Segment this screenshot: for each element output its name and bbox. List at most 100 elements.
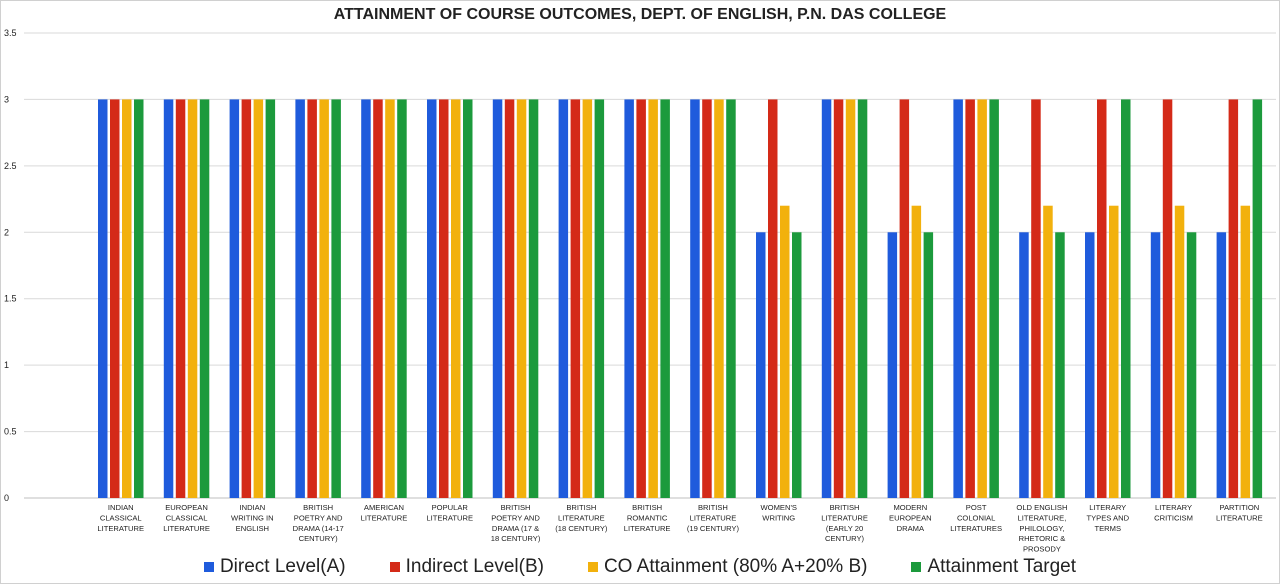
legend-item: Indirect Level(B) bbox=[389, 556, 544, 578]
bar bbox=[199, 99, 210, 498]
bar bbox=[923, 232, 934, 499]
x-tick-label: INDIAN WRITING IN ENGLISH bbox=[231, 503, 274, 533]
y-tick-label: 3.5 bbox=[4, 28, 17, 38]
bar bbox=[492, 99, 503, 498]
bar bbox=[175, 99, 186, 498]
bar bbox=[624, 99, 634, 498]
bar bbox=[965, 99, 975, 498]
y-tick-label: 1.5 bbox=[4, 294, 17, 304]
bar bbox=[1216, 232, 1227, 499]
bar bbox=[163, 99, 174, 498]
y-tick-label: 3 bbox=[4, 94, 9, 104]
bar bbox=[690, 99, 700, 498]
bar bbox=[1043, 205, 1053, 498]
bar bbox=[516, 99, 527, 498]
bar bbox=[134, 99, 144, 498]
legend-swatch bbox=[911, 562, 922, 572]
bar bbox=[397, 99, 407, 498]
legend-label: Indirect Level(B) bbox=[405, 556, 544, 577]
bar bbox=[241, 99, 252, 498]
bar bbox=[98, 99, 108, 498]
bar bbox=[821, 99, 832, 498]
bar bbox=[122, 99, 132, 498]
bar bbox=[1019, 232, 1029, 499]
bar bbox=[570, 99, 581, 498]
y-tick-label: 2 bbox=[4, 227, 9, 237]
bar bbox=[319, 99, 329, 498]
bar bbox=[1031, 99, 1041, 498]
x-tick-label: POST COLONIAL LITERATURES bbox=[950, 503, 1002, 533]
y-tick-label: 0 bbox=[4, 493, 9, 503]
x-tick-label: OLD ENGLISH LITERATURE, PHILOLOGY, RHETORIC… bbox=[1016, 503, 1067, 554]
x-tick-label: WOMEN'S WRITING bbox=[761, 503, 797, 522]
bar bbox=[451, 99, 461, 498]
bar bbox=[582, 99, 593, 498]
bar bbox=[953, 99, 963, 498]
legend-label: Direct Level(A) bbox=[219, 556, 346, 577]
x-tick-label: LITERARY CRITICISM bbox=[1154, 503, 1193, 522]
legend-item: CO Attainment (80% A+20% B) bbox=[587, 556, 868, 578]
bar bbox=[253, 99, 264, 498]
bar bbox=[702, 99, 712, 498]
bar bbox=[1150, 232, 1161, 499]
bar bbox=[911, 205, 922, 498]
legend-swatch bbox=[587, 562, 598, 572]
bar bbox=[1162, 99, 1173, 498]
bar bbox=[229, 99, 240, 498]
x-tick-label: BRITISH LITERATURE (19 CENTURY) bbox=[687, 503, 740, 533]
x-tick-label: BRITISH LITERATURE (EARLY 20 CENTURY) bbox=[821, 503, 868, 543]
legend-swatch bbox=[389, 562, 400, 572]
x-tick-label: PARTITION LITERATURE bbox=[1216, 503, 1263, 522]
x-tick-label: EUROPEAN CLASSICAL LITERATURE bbox=[163, 503, 210, 533]
bar bbox=[1109, 205, 1119, 498]
bar bbox=[265, 99, 276, 498]
bar bbox=[756, 232, 766, 499]
bar bbox=[1186, 232, 1197, 499]
bar bbox=[373, 99, 383, 498]
bar bbox=[558, 99, 569, 498]
bar bbox=[110, 99, 120, 498]
y-tick-label: 2.5 bbox=[4, 161, 17, 171]
bar bbox=[361, 99, 371, 498]
bar bbox=[1097, 99, 1107, 498]
y-tick-label: 1 bbox=[4, 360, 9, 370]
legend-label: Attainment Target bbox=[927, 556, 1077, 577]
bar bbox=[1240, 205, 1251, 498]
x-tick-label: POPULAR LITERATURE bbox=[426, 503, 473, 522]
bar bbox=[439, 99, 449, 498]
bar bbox=[1228, 99, 1239, 498]
x-tick-label: AMERICAN LITERATURE bbox=[361, 503, 408, 522]
bar bbox=[427, 99, 437, 498]
x-tick-label: BRITISH POETRY AND DRAMA (17 & 18 CENTURY) bbox=[491, 503, 541, 543]
bar bbox=[833, 99, 844, 498]
bar bbox=[660, 99, 670, 498]
bar bbox=[1174, 205, 1185, 498]
bar bbox=[977, 99, 987, 498]
bar bbox=[594, 99, 605, 498]
bar bbox=[857, 99, 868, 498]
bar bbox=[528, 99, 539, 498]
bar bbox=[1121, 99, 1131, 498]
bar bbox=[463, 99, 473, 498]
chart-legend: Direct Level(A) Indirect Level(B) CO Attai… bbox=[0, 556, 1280, 578]
chart-title: ATTAINMENT OF COURSE OUTCOMES, DEPT. OF … bbox=[333, 6, 947, 23]
x-tick-label: INDIAN CLASSICAL LITERATURE bbox=[97, 503, 144, 533]
bar bbox=[648, 99, 658, 498]
legend-item: Direct Level(A) bbox=[203, 556, 346, 578]
x-tick-label: BRITISH ROMANTIC LITERATURE bbox=[624, 503, 671, 533]
legend-label: CO Attainment (80% A+20% B) bbox=[603, 556, 868, 577]
bar bbox=[899, 99, 910, 498]
bar bbox=[1252, 99, 1263, 498]
x-tick-label: MODERN EUROPEAN DRAMA bbox=[889, 503, 932, 533]
bar bbox=[187, 99, 198, 498]
bar bbox=[636, 99, 646, 498]
y-tick-label: 0.5 bbox=[4, 427, 17, 437]
bar bbox=[989, 99, 999, 498]
bar bbox=[504, 99, 515, 498]
bar bbox=[331, 99, 341, 498]
bar bbox=[295, 99, 305, 498]
bar bbox=[887, 232, 898, 499]
bar bbox=[1085, 232, 1095, 499]
x-tick-label: BRITISH POETRY AND DRAMA (14-17 CENTURY) bbox=[293, 503, 344, 543]
